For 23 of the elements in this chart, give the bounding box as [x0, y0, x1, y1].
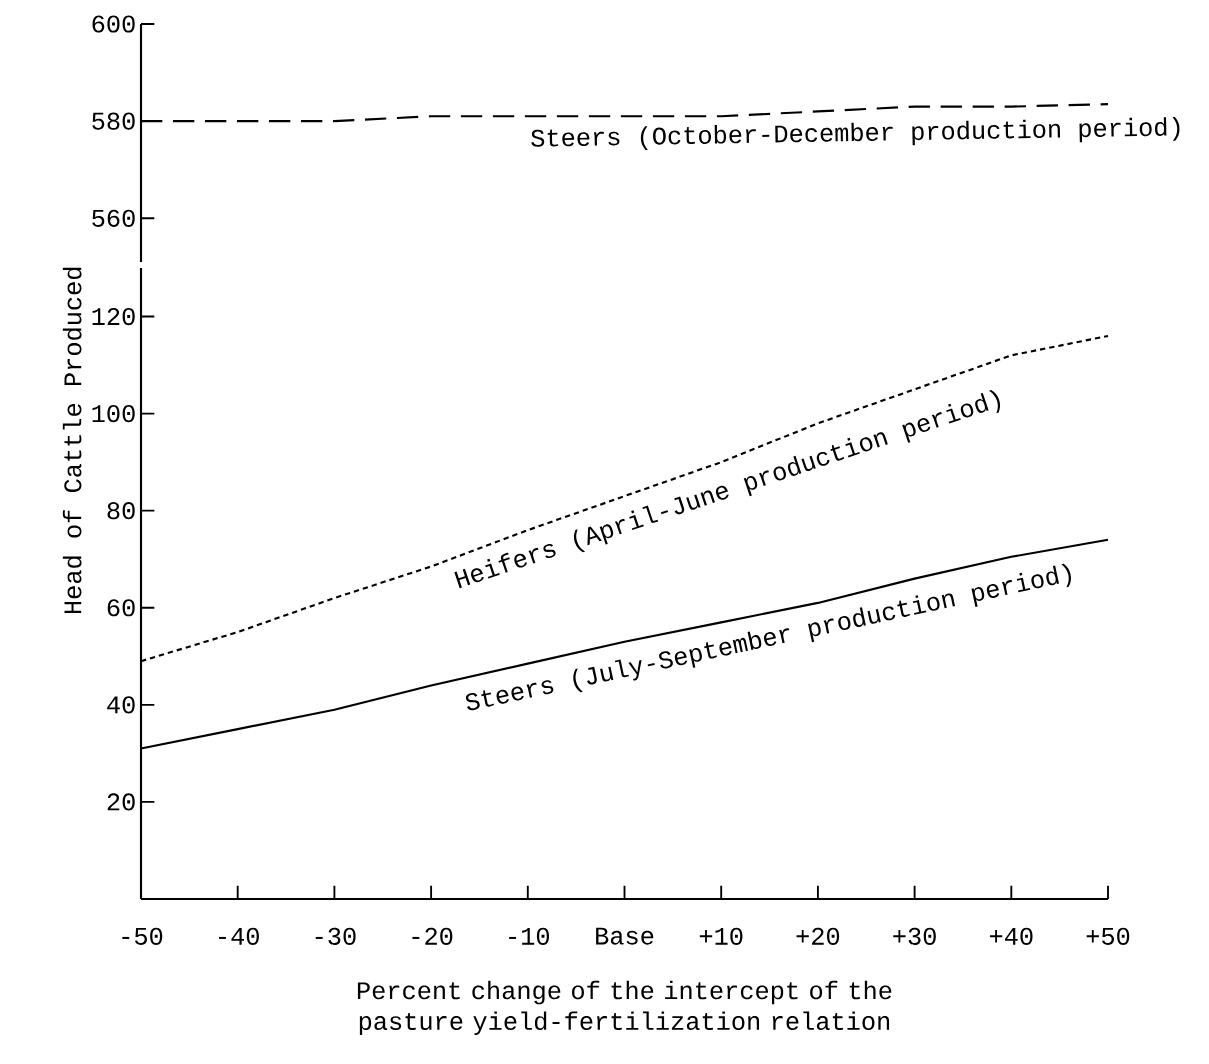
x-tick-label: Base — [596, 927, 654, 945]
x-tick-label: +30 — [893, 927, 936, 945]
y-tick-label: 580 — [92, 112, 135, 130]
x-tick-label: -10 — [509, 927, 550, 945]
x-tick-label: -50 — [122, 927, 163, 945]
series-label: Steers (October-December production period) — [531, 117, 1180, 150]
y-tick-label: 560 — [92, 209, 135, 227]
x-axis-title: Percent change of the intercept of the pasture yield-fertilization relation — [357, 980, 892, 1035]
y-axis-title: Head of Cattle Produced — [62, 267, 82, 614]
x-tick-label: +40 — [989, 927, 1033, 945]
x-tick-label: -20 — [412, 927, 453, 945]
x-tick-label: +10 — [699, 927, 743, 945]
x-tick-label: +20 — [796, 927, 840, 945]
y-tick-label: 40 — [107, 696, 135, 714]
y-tick-label: 20 — [107, 793, 135, 811]
x-tick-label: -40 — [219, 927, 259, 945]
x-tick-label: -30 — [315, 927, 356, 945]
y-tick-label: 600 — [92, 15, 135, 33]
y-tick-label: 80 — [107, 502, 135, 520]
x-tick-label: +50 — [1086, 927, 1130, 945]
y-tick-label: 100 — [92, 405, 135, 423]
y-tick-label: 60 — [107, 599, 135, 617]
y-tick-label: 120 — [92, 307, 135, 326]
